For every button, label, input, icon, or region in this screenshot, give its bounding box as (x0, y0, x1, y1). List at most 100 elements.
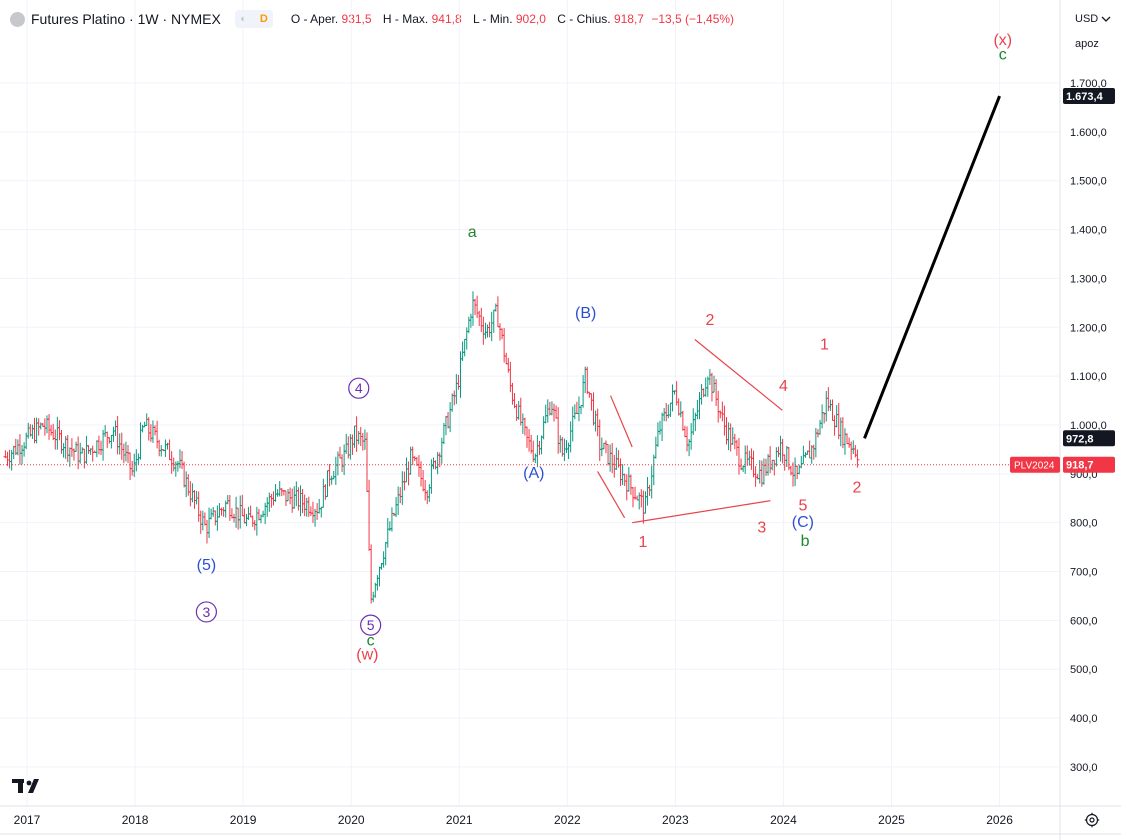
ohlc-bar (61, 443, 66, 458)
ohlc-bar (562, 438, 567, 462)
ohlc-bar (57, 420, 62, 441)
wave-label: (w) (356, 646, 378, 663)
close-value: 918,7 (613, 12, 644, 26)
gear-icon[interactable] (1084, 812, 1100, 828)
ohlc-bar (452, 390, 457, 406)
ohlc-bar (275, 489, 280, 497)
ohlc-bar (815, 429, 820, 438)
ohlc-bar (138, 422, 143, 460)
ohlc-bar (720, 401, 725, 422)
ohlc-bar (772, 459, 777, 476)
ohlc-bar (288, 487, 293, 505)
time-tick-label: 2022 (554, 813, 581, 827)
ohlc-bar (497, 323, 502, 341)
ohlc-bar (770, 459, 775, 471)
ohlc-bar (668, 402, 673, 417)
ohlc-bar (5, 451, 10, 466)
ohlc-bar (662, 407, 667, 422)
ohlc-bar (7, 449, 12, 469)
ohlc-bar (826, 387, 831, 412)
ohlc-bar (404, 457, 409, 483)
ohlc-bar (626, 466, 631, 492)
target-price-tag-bg (1063, 88, 1115, 105)
ohlc-bar (506, 357, 511, 373)
ohlc-bar (186, 474, 191, 496)
data-status-badge[interactable]: ◐ D (234, 10, 273, 28)
ohlc-bar (377, 566, 382, 587)
ohlc-bar (148, 424, 153, 442)
ohlc-bar (516, 401, 521, 420)
ohlc-bar (86, 445, 91, 454)
ohlc-bar (352, 425, 357, 448)
ohlc-bar (119, 432, 124, 460)
currency-selector[interactable]: USD (1071, 8, 1115, 30)
ohlc-bar (67, 447, 72, 467)
ohlc-bar (180, 450, 185, 469)
ohlc-bar (830, 399, 835, 421)
wave-label: (5) (197, 557, 217, 574)
ohlc-bar (17, 434, 22, 465)
ohlc-bar (167, 439, 172, 461)
ohlc-bar (15, 439, 20, 456)
ohlc-bar (113, 420, 118, 436)
ohlc-bar (845, 433, 850, 445)
close-label: C - Chius. (557, 12, 611, 26)
ohlc-bar (493, 303, 498, 312)
ohlc-bar (90, 445, 95, 462)
ohlc-bar (520, 413, 525, 434)
price-tick-label: 1.500,0 (1070, 176, 1107, 188)
ohlc-bar (290, 488, 295, 513)
ohlc-bar (645, 477, 650, 506)
ohlc-bar (649, 465, 654, 499)
wave-label-circle (360, 614, 382, 636)
ohlc-bar (306, 496, 311, 517)
ohlc-bar (554, 405, 559, 419)
ohlc-bar (643, 491, 648, 514)
ohlc-bar (20, 444, 25, 465)
ohlc-bar (813, 427, 818, 458)
change-value: −13,5 (−1,45%) (651, 12, 735, 26)
ohlc-bar (818, 419, 823, 435)
ohlc-bar (680, 410, 685, 431)
ohlc-bar (658, 420, 663, 435)
wave-label: 5 (798, 497, 807, 514)
ohlc-bar (448, 402, 453, 433)
last-price-tag-text: 918,7 (1066, 460, 1094, 472)
ohlc-bar (705, 376, 710, 397)
ohlc-bar (169, 451, 174, 474)
ohlc-bar (595, 408, 600, 437)
ohlc-bar (522, 417, 527, 436)
scale-mode-button[interactable]: apoz (1071, 33, 1115, 55)
ohlc-bar (369, 544, 374, 604)
ohlc-bar (564, 440, 569, 454)
ohlc-bar (109, 434, 114, 449)
time-tick-label: 2021 (446, 813, 473, 827)
ohlc-bar (803, 452, 808, 458)
ohlc-bar (265, 497, 270, 517)
ohlc-bar (822, 412, 827, 424)
ohlc-bar (531, 440, 536, 462)
ohlc-bar (300, 488, 305, 514)
symbol-title[interactable]: Futures Platino · 1W · NYMEX (31, 11, 221, 27)
ohlc-bar (244, 513, 249, 527)
grid (0, 0, 1059, 806)
ohlc-bar (682, 425, 687, 438)
wave-label-circle (195, 601, 217, 623)
tradingview-logo-icon (12, 779, 39, 793)
ohlc-bar (479, 307, 484, 333)
ohlc-bar (192, 490, 197, 509)
ohlc-bar (801, 445, 806, 465)
wave-label: (A) (523, 465, 544, 482)
ohlc-bar (597, 419, 602, 461)
ohlc-bar (730, 427, 735, 445)
ohlc-bar (364, 432, 369, 492)
ohlc-bar (456, 374, 461, 390)
symbol-logo-icon (10, 11, 25, 27)
ohlc-bar (728, 423, 733, 452)
ohlc-bar (655, 422, 660, 447)
time-tick-label: 2020 (338, 813, 365, 827)
ohlc-bar (256, 508, 261, 521)
ohlc-bar (587, 391, 592, 398)
ohlc-bar (637, 492, 642, 510)
